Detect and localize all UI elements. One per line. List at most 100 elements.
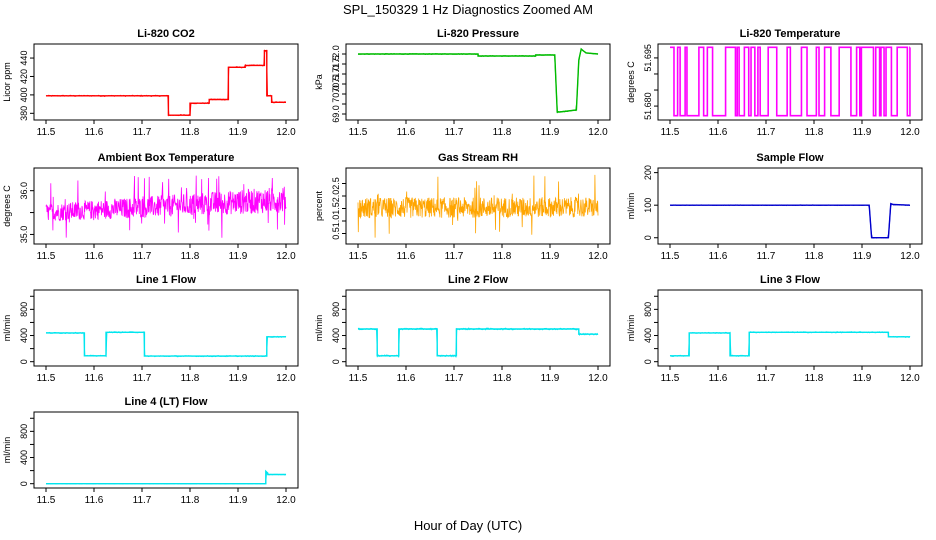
x-tick-label: 11.9 bbox=[229, 127, 248, 138]
x-tick-label: 11.6 bbox=[397, 251, 416, 262]
x-tick-label: 11.5 bbox=[349, 373, 368, 384]
x-tick-label: 12.0 bbox=[900, 127, 920, 138]
y-axis-label: ml/min bbox=[2, 315, 12, 342]
y-tick-label: 400 bbox=[19, 450, 29, 465]
panel-title: Line 2 Flow bbox=[448, 274, 508, 286]
x-tick-label: 11.6 bbox=[709, 127, 728, 138]
plot-frame bbox=[33, 289, 299, 367]
panel-title: Gas Stream RH bbox=[438, 152, 518, 164]
y-tick-label: 36.0 bbox=[19, 182, 29, 200]
x-tick-label: 11.5 bbox=[37, 251, 56, 262]
panel-8: Line 2 Flow ml/min 0 400 800 11.5 11.6 11.7 11.8… bbox=[314, 274, 611, 384]
x-tick-label: 11.9 bbox=[229, 495, 248, 506]
x-tick-label: 11.7 bbox=[133, 495, 152, 506]
series-line bbox=[46, 469, 286, 485]
x-tick-label: 11.9 bbox=[853, 127, 872, 138]
x-tick-label: 11.9 bbox=[853, 373, 872, 384]
x-tick-label: 11.5 bbox=[661, 127, 680, 138]
panel-5: Gas Stream RH percent 0.51.01.52.02.5 11.5 1… bbox=[314, 152, 611, 262]
plot-frame bbox=[345, 43, 611, 121]
y-tick-label: 440 bbox=[19, 51, 29, 66]
y-axis-label: degrees C bbox=[2, 185, 12, 227]
x-tick-label: 12.0 bbox=[276, 373, 296, 384]
series-noise bbox=[357, 327, 599, 358]
series-noise bbox=[357, 48, 599, 114]
x-tick-label: 11.7 bbox=[445, 127, 464, 138]
x-tick-label: 11.6 bbox=[709, 373, 728, 384]
plot-frame bbox=[345, 167, 611, 245]
series-line bbox=[46, 331, 286, 357]
y-tick-label: 51.680 bbox=[643, 92, 653, 120]
y-tick-label: 400 bbox=[643, 328, 653, 343]
x-tick-label: 12.0 bbox=[276, 495, 296, 506]
y-tick-label: 71.5 bbox=[331, 55, 341, 73]
plot-frame bbox=[345, 289, 611, 367]
x-tick-label: 11.8 bbox=[181, 495, 200, 506]
x-tick-label: 11.8 bbox=[181, 373, 200, 384]
panel-4: Ambient Box Temperature degrees C 35.0 36.0… bbox=[2, 152, 299, 262]
y-tick-label: 400 bbox=[331, 328, 341, 343]
y-tick-label: 70.0 bbox=[331, 85, 341, 103]
figure-title: SPL_150329 1 Hz Diagnostics Zoomed AM bbox=[342, 2, 594, 17]
x-tick-label: 11.6 bbox=[709, 251, 728, 262]
y-tick-label: 400 bbox=[19, 328, 29, 343]
x-tick-label: 11.8 bbox=[493, 251, 512, 262]
y-tick-label: 800 bbox=[19, 424, 29, 439]
y-tick-label: 0 bbox=[643, 359, 653, 364]
x-tick-label: 11.9 bbox=[229, 251, 248, 262]
x-tick-label: 12.0 bbox=[588, 251, 608, 262]
panel-title: Sample Flow bbox=[756, 152, 824, 164]
y-tick-label: 70.5 bbox=[331, 75, 341, 93]
x-tick-label: 11.7 bbox=[445, 373, 464, 384]
y-tick-label: 35.0 bbox=[19, 226, 29, 244]
y-axis-label: degrees C bbox=[626, 61, 636, 103]
plot-frame bbox=[33, 411, 299, 489]
panel-6: Sample Flow ml/min 0 100 200 11.5 11.6 11.7 11.8… bbox=[626, 152, 923, 262]
x-tick-label: 11.5 bbox=[661, 373, 680, 384]
panel-title: Line 3 Flow bbox=[760, 274, 820, 286]
y-tick-label: 72.0 bbox=[331, 45, 341, 63]
y-tick-label: 380 bbox=[19, 106, 29, 121]
x-tick-label: 11.5 bbox=[349, 251, 368, 262]
y-tick-label: 420 bbox=[19, 69, 29, 84]
series-line bbox=[357, 174, 599, 238]
x-tick-label: 12.0 bbox=[900, 373, 920, 384]
panel-title: Ambient Box Temperature bbox=[98, 152, 235, 164]
y-tick-label: 0 bbox=[19, 359, 29, 364]
panel-2: Li-820 Pressure kPa 69.0 70.070.571.071.572… bbox=[314, 28, 611, 138]
x-tick-label: 11.8 bbox=[805, 373, 824, 384]
y-axis-label: ml/min bbox=[2, 437, 12, 464]
x-tick-label: 11.8 bbox=[181, 251, 200, 262]
x-tick-label: 11.9 bbox=[853, 251, 872, 262]
panel-title: Li-820 Temperature bbox=[740, 28, 841, 40]
series-line bbox=[358, 47, 599, 113]
y-tick-label: 800 bbox=[331, 302, 341, 317]
y-tick-label: 100 bbox=[643, 198, 653, 213]
x-axis-title: Hour of Day (UTC) bbox=[413, 518, 523, 533]
y-tick-label: 200 bbox=[643, 165, 653, 180]
x-tick-label: 11.8 bbox=[805, 251, 824, 262]
x-tick-label: 11.7 bbox=[445, 251, 464, 262]
plot-frame bbox=[657, 43, 923, 121]
x-tick-label: 11.5 bbox=[661, 251, 680, 262]
y-tick-label: 0 bbox=[643, 235, 653, 240]
x-tick-label: 11.7 bbox=[133, 127, 152, 138]
x-tick-label: 11.6 bbox=[85, 373, 104, 384]
x-tick-label: 11.9 bbox=[541, 127, 560, 138]
x-tick-label: 11.7 bbox=[133, 251, 152, 262]
x-tick-label: 11.6 bbox=[397, 373, 416, 384]
y-tick-label: 800 bbox=[643, 302, 653, 317]
plot-frame bbox=[657, 167, 923, 245]
series-line bbox=[670, 46, 911, 117]
x-tick-label: 11.7 bbox=[757, 127, 776, 138]
panel-1: Li-820 CO2 Licor ppm 380 400 420 440 11.5 11.6 1… bbox=[2, 28, 299, 138]
x-tick-label: 11.8 bbox=[493, 373, 512, 384]
panel-7: Line 1 Flow ml/min 0 400 800 11.5 11.6 11.7 11.8… bbox=[2, 274, 299, 384]
panel-title: Line 4 (LT) Flow bbox=[125, 396, 208, 408]
panel-title: Li-820 Pressure bbox=[437, 28, 519, 40]
x-tick-label: 12.0 bbox=[276, 251, 296, 262]
panel-9: Line 3 Flow ml/min 0 400 800 11.5 11.6 11.7 11.8… bbox=[626, 274, 923, 384]
x-tick-label: 11.5 bbox=[37, 373, 56, 384]
panel-10: Line 4 (LT) Flow ml/min 0 400 800 11.5 11.6 11.… bbox=[2, 396, 299, 506]
